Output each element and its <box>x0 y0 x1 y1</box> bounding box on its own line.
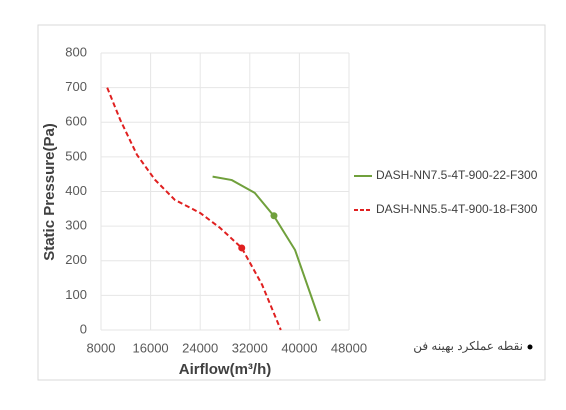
y-tick-label: 300 <box>65 218 87 233</box>
x-tick-label: 8000 <box>87 340 116 355</box>
y-tick-label: 0 <box>80 321 87 336</box>
operating-point <box>238 244 246 252</box>
chart-frame <box>37 24 546 381</box>
x-tick-label: 40000 <box>281 340 317 355</box>
operating-point <box>270 212 278 220</box>
marker-legend-text: نقطه عملکرد بهینه فن <box>413 339 523 353</box>
y-tick-label: 400 <box>65 183 87 198</box>
y-tick-label: 600 <box>65 114 87 129</box>
y-tick-label: 800 <box>65 44 87 59</box>
series-line <box>212 175 321 322</box>
x-tick-label: 48000 <box>331 340 367 355</box>
y-tick-label: 200 <box>65 252 87 267</box>
y-tick-label: 700 <box>65 79 87 94</box>
legend-label: DASH-NN7.5-4T-900-22-F300 <box>376 168 538 182</box>
y-tick-label: 500 <box>65 148 87 163</box>
marker-legend-dot <box>527 344 533 350</box>
y-axis-label: Static Pressure(Pa) <box>41 123 58 261</box>
x-tick-label: 24000 <box>182 340 218 355</box>
series-line <box>106 87 282 331</box>
x-axis-label: Airflow(m³/h) <box>179 361 271 378</box>
x-tick-label: 32000 <box>232 340 268 355</box>
y-tick-label: 100 <box>65 287 87 302</box>
x-tick-label: 16000 <box>133 340 169 355</box>
legend-label: DASH-NN5.5-4T-900-18-F300 <box>376 202 538 216</box>
